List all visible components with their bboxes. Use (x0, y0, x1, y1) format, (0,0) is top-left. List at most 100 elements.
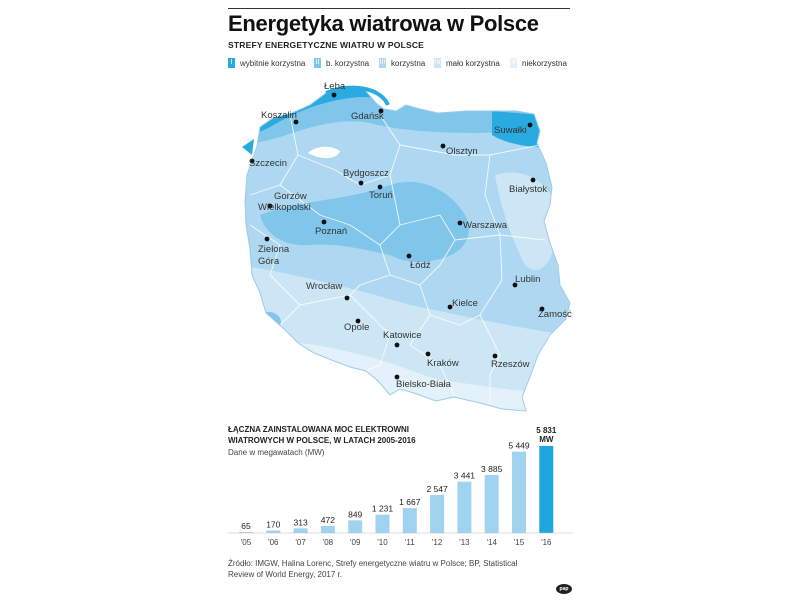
legend-label-zone-1: wybitnie korzystna (240, 58, 306, 68)
bar-value-label-2: 170 (266, 519, 280, 529)
bar-value-label-10: 3 885 (481, 464, 503, 474)
legend-swatch-zone-1: I (228, 58, 235, 68)
bar-9 (457, 481, 472, 533)
top-rule (228, 8, 570, 9)
legend-swatch-zone-5: V (510, 58, 517, 68)
city-15-dot (512, 282, 518, 288)
city-7-dot (358, 180, 364, 186)
bar-8 (430, 494, 445, 533)
city-1-label: Łeba (324, 81, 346, 92)
city-18-dot (539, 306, 545, 312)
voivodeship-borders (249, 114, 546, 405)
x-tick-label-6: '10 (377, 538, 388, 547)
city-22-dot (492, 353, 498, 359)
city-16-dot (344, 295, 350, 301)
city-2-label: Koszalin (261, 110, 297, 121)
bar-value-label-8: 2 547 (426, 484, 448, 494)
bar-10 (484, 475, 499, 533)
city-18-label: Zamość (538, 309, 572, 320)
source-note: Źródło: IMGW, Halina Lorenc, Strefy ener… (228, 559, 518, 579)
bar-unit-label: MW (539, 435, 554, 444)
city-12-dot (457, 220, 463, 226)
zone-2-central-area (260, 181, 469, 263)
city-4-label: Suwałki (494, 125, 527, 136)
x-tick-label-8: '12 (432, 538, 443, 547)
city-5-label: Szczecin (249, 158, 287, 169)
chart-title: ŁĄCZNA ZAINSTALOWANA MOC ELEKTROWNI WIAT… (228, 425, 416, 445)
x-tick-label-12: '16 (541, 538, 552, 547)
city-22-label: Rzeszów (491, 359, 530, 370)
poland-outline (244, 86, 571, 412)
city-9-label: Białystok (509, 184, 547, 195)
legend-label-zone-2: b. korzystna (326, 58, 370, 68)
city-16-label: Wrocław (306, 281, 342, 292)
city-15-label: Lublin (515, 274, 540, 285)
legend-item-zone-5: V niekorzystna (510, 58, 567, 68)
city-8-dot (377, 184, 383, 190)
city-13-label-2: Góra (258, 256, 280, 267)
legend-label-zone-3: korzystna (391, 58, 426, 68)
x-tick-label-1: '05 (241, 538, 252, 547)
legend-swatch-zone-4: IV (434, 58, 441, 68)
city-markers: Łeba Koszalin Gdańsk Suwałki Szczecin Olsztyn… (249, 81, 572, 390)
bar-value-label-6: 1 231 (372, 504, 394, 514)
city-20-dot (394, 342, 400, 348)
city-7-label: Bydgoszcz (343, 168, 389, 179)
bar-value-label-7: 1 667 (399, 497, 421, 507)
city-9-dot (530, 177, 536, 183)
city-10-label-2: Wielkopolski (258, 202, 311, 213)
city-21-label: Kraków (427, 358, 459, 369)
bar-value-label-12: 5 831 (536, 426, 557, 435)
city-6-dot (440, 143, 446, 149)
bar-value-label-4: 472 (321, 515, 335, 525)
map-legend: I wybitnie korzystna II b. korzystna III… (228, 58, 573, 72)
szczecin-lagoon (308, 146, 340, 159)
city-4-dot (527, 122, 533, 128)
city-6-label: Olsztyn (446, 146, 478, 157)
legend-item-zone-1: I wybitnie korzystna (228, 58, 305, 68)
x-tick-label-4: '08 (323, 538, 334, 547)
bar-4 (320, 525, 335, 533)
bar-value-label-5: 849 (348, 509, 362, 519)
chart-subtitle: Dane w megawatach (MW) (228, 448, 325, 457)
legend-swatch-zone-3: III (379, 58, 386, 68)
map-title: STREFY ENERGETYCZNE WIATRU W POLSCE (228, 40, 425, 50)
city-17-label: Kielce (452, 298, 478, 309)
x-tick-label-5: '09 (350, 538, 361, 547)
legend-item-zone-2: II b. korzystna (314, 58, 369, 68)
bar-7 (402, 508, 417, 533)
bar-5 (348, 520, 363, 533)
bar-11 (512, 451, 526, 533)
bar-value-label-3: 313 (294, 517, 308, 527)
bar-12 (539, 446, 554, 533)
bar-value-label-9: 3 441 (454, 471, 476, 481)
city-14-dot (406, 253, 412, 259)
bar-1 (239, 532, 253, 533)
legend-item-zone-3: III korzystna (379, 58, 425, 68)
bar-value-label-1: 65 (241, 521, 251, 531)
legend-item-zone-4: IV mało korzystna (434, 58, 500, 68)
x-tick-label-10: '14 (486, 538, 497, 547)
capacity-bar-chart: 65 '05 170 '06 313 '07 472 '08 849 '09 1 231 '10 1 6… (228, 426, 573, 547)
x-tick-label-7: '11 (405, 538, 415, 547)
city-1-dot (331, 92, 337, 98)
city-3-label: Gdańsk (351, 111, 384, 122)
city-13-dot (264, 236, 270, 242)
hel-peninsula (325, 85, 390, 107)
city-5-dot (249, 158, 255, 164)
page-title: Energetyka wiatrowa w Polsce (228, 11, 539, 36)
bar-2 (266, 530, 281, 533)
zone-4-east-area (495, 172, 559, 271)
wind-zones-map: Łeba Koszalin Gdańsk Suwałki Szczecin Olsztyn… (242, 81, 572, 412)
city-23-label: Bielsko-Biała (396, 379, 452, 390)
city-19-label: Opole (344, 322, 369, 333)
x-tick-label-11: '15 (514, 538, 525, 547)
legend-swatch-zone-2: II (314, 58, 321, 68)
city-19-dot (355, 318, 361, 324)
x-tick-label-9: '13 (459, 538, 470, 547)
city-14-label: Łódź (410, 260, 431, 271)
city-21-dot (425, 351, 431, 357)
city-17-dot (447, 304, 453, 310)
legend-label-zone-5: niekorzystna (522, 58, 567, 68)
x-tick-label-3: '07 (295, 538, 306, 547)
